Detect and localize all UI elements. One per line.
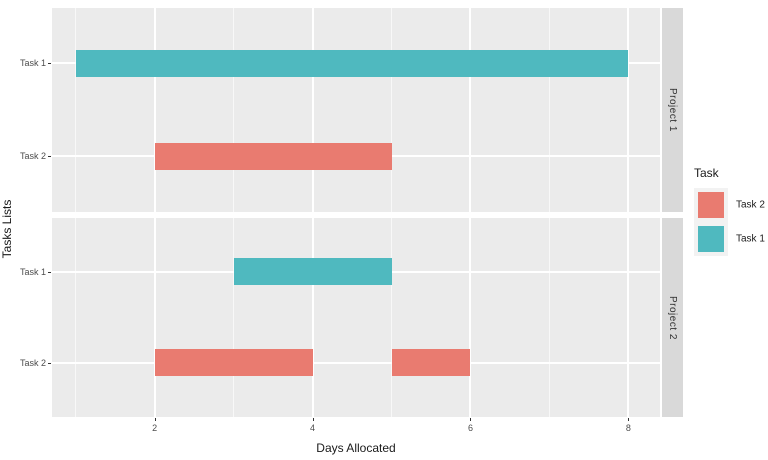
gantt-bar [75,49,629,77]
y-tick-mark [48,362,51,364]
legend-entry-task-1: Task 1 [694,222,765,256]
facet-strip-2: Project 2 [662,218,683,417]
legend-entries: Task 2 Task 1 [694,188,765,256]
facet-panel-2 [52,218,660,417]
legend-title: Task [694,166,719,180]
facet-panel-1 [52,8,660,212]
x-tick-mark [470,418,472,421]
y-tick-label: Task 1 [19,58,46,69]
gridline-minor-x5 [391,8,393,212]
y-tick-label: Task 2 [19,151,46,162]
gantt-bar [154,142,392,170]
gridline-major-x8 [627,218,630,417]
gridline-minor-x1 [75,8,77,212]
facet-strip-label: Project 1 [667,88,678,132]
x-tick-mark [628,418,630,421]
gridline-major-x2 [153,218,156,417]
gridline-row-task-2 [52,361,660,364]
y-tick-mark [48,63,51,65]
x-tick-mark [312,418,314,421]
gridline-minor-x7 [548,8,550,212]
x-tick-label: 4 [310,423,316,433]
y-axis-title: Tasks Lists [0,199,14,259]
legend-entry-label: Task 2 [736,199,765,211]
x-tick-label: 2 [152,423,158,433]
x-axis-title: Days Allocated [316,441,396,455]
gridline-minor-x3 [233,8,235,212]
legend-entry-label: Task 1 [736,233,765,245]
y-tick-label: Task 2 [19,357,46,368]
y-tick-mark [48,271,51,273]
gridline-major-x6 [469,218,472,417]
gridline-major-x2 [153,8,156,212]
legend-swatch-task-2 [698,192,724,218]
gridline-minor-x7 [548,218,550,417]
y-tick-label: Task 1 [19,266,46,277]
legend-entry-task-2: Task 2 [694,188,765,222]
x-tick-label: 8 [625,423,631,433]
gridline-major-x4 [311,8,314,212]
gridline-major-x6 [469,8,472,212]
gridline-minor-x3 [233,218,235,417]
gridline-minor-x1 [75,218,77,417]
gridline-major-x4 [311,218,314,417]
facet-strip-label: Project 2 [667,295,678,340]
y-tick-mark [48,156,51,158]
x-tick-label: 6 [467,423,473,433]
gantt-bar [154,349,313,377]
legend: Task Task 2 Task 1 [694,166,765,256]
legend-swatch-task-1 [698,226,724,252]
gridline-minor-x5 [391,218,393,417]
gantt-bar [391,349,471,377]
facet-strip-1: Project 1 [662,8,683,212]
gridline-major-x8 [627,8,630,212]
x-tick-mark [154,418,156,421]
gantt-bar [233,258,392,286]
